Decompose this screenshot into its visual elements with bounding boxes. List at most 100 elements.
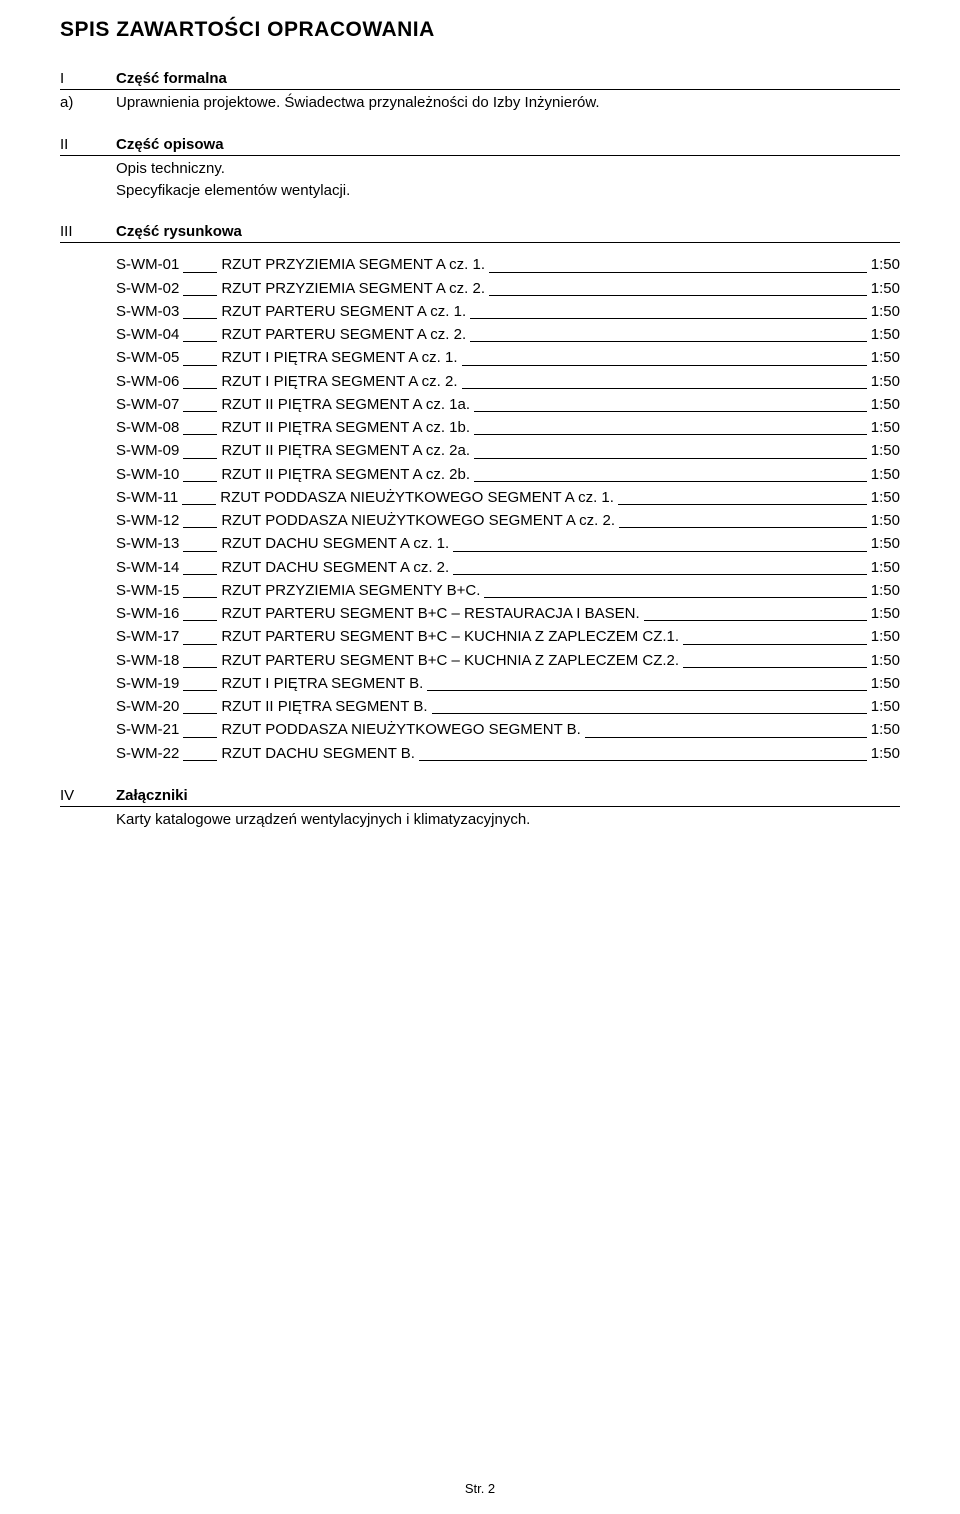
drawing-fill-line: [470, 318, 867, 319]
drawing-fill-line: [462, 388, 867, 389]
drawing-title: RZUT II PIĘTRA SEGMENT A cz. 2a.: [221, 439, 470, 462]
drawing-row: S-WM-21 RZUT PODDASZA NIEUŻYTKOWEGO SEGME…: [116, 718, 900, 741]
drawing-code: S-WM-20: [116, 695, 179, 718]
drawing-gap-line: [183, 713, 217, 714]
drawing-scale: 1:50: [871, 439, 900, 462]
section-4-label: Załączniki: [116, 787, 188, 804]
drawing-code: S-WM-07: [116, 393, 179, 416]
drawing-code: S-WM-02: [116, 277, 179, 300]
drawing-code: S-WM-21: [116, 718, 179, 741]
section-1a-letter: a): [60, 92, 116, 114]
drawing-fill-line: [419, 760, 867, 761]
drawing-scale: 1:50: [871, 416, 900, 439]
drawing-gap-line: [183, 434, 217, 435]
drawing-scale: 1:50: [871, 277, 900, 300]
section-3-header: III Część rysunkowa: [60, 223, 900, 243]
page-footer: Str. 2: [0, 1481, 960, 1496]
drawing-row: S-WM-02 RZUT PRZYZIEMIA SEGMENT A cz. 2. 1…: [116, 277, 900, 300]
drawing-title: RZUT II PIĘTRA SEGMENT A cz. 1a.: [221, 393, 470, 416]
drawing-code: S-WM-17: [116, 625, 179, 648]
drawing-row: S-WM-18RZUT PARTERU SEGMENT B+C – KUCHNI…: [116, 649, 900, 672]
drawing-row: S-WM-03RZUT PARTERU SEGMENT A cz. 1.1:50: [116, 300, 900, 323]
drawing-fill-line: [683, 644, 867, 645]
drawing-row: S-WM-16RZUT PARTERU SEGMENT B+C – RESTAU…: [116, 602, 900, 625]
section-2-label: Część opisowa: [116, 136, 224, 153]
drawing-scale: 1:50: [871, 393, 900, 416]
drawing-code: S-WM-14: [116, 556, 179, 579]
drawing-scale: 1:50: [871, 579, 900, 602]
section-2-header: II Część opisowa: [60, 136, 900, 156]
drawing-fill-line: [474, 458, 867, 459]
drawing-gap-line: [183, 527, 217, 528]
drawing-code: S-WM-11: [116, 486, 178, 509]
drawing-title: RZUT PODDASZA NIEUŻYTKOWEGO SEGMENT A cz…: [221, 509, 615, 532]
drawing-title: RZUT PARTERU SEGMENT B+C – KUCHNIA Z ZAP…: [221, 625, 679, 648]
section-2-body: Opis techniczny. Specyfikacje elementów …: [60, 158, 900, 202]
drawing-title: RZUT PRZYZIEMIA SEGMENT A cz. 2.: [221, 277, 485, 300]
drawing-gap-line: [183, 667, 217, 668]
drawing-row: S-WM-17 RZUT PARTERU SEGMENT B+C – KUCHNI…: [116, 625, 900, 648]
drawing-fill-line: [585, 737, 867, 738]
drawing-row: S-WM-09RZUT II PIĘTRA SEGMENT A cz. 2a.1…: [116, 439, 900, 462]
drawing-fill-line: [432, 713, 867, 714]
drawing-gap-line: [183, 737, 217, 738]
drawing-gap-line: [183, 318, 217, 319]
section-1-header: I Część formalna: [60, 70, 900, 90]
drawing-title: RZUT PRZYZIEMIA SEGMENTY B+C.: [221, 579, 480, 602]
drawing-gap-line: [183, 597, 217, 598]
drawing-scale: 1:50: [871, 556, 900, 579]
drawing-scale: 1:50: [871, 486, 900, 509]
drawing-scale: 1:50: [871, 323, 900, 346]
drawing-fill-line: [453, 551, 867, 552]
drawing-row: S-WM-14 RZUT DACHU SEGMENT A cz. 2. 1:50: [116, 556, 900, 579]
drawing-code: S-WM-01: [116, 253, 179, 276]
section-1-num: I: [60, 70, 116, 87]
drawing-title: RZUT PARTERU SEGMENT B+C – KUCHNIA Z ZAP…: [221, 649, 679, 672]
drawing-row: S-WM-12RZUT PODDASZA NIEUŻYTKOWEGO SEGME…: [116, 509, 900, 532]
drawing-fill-line: [489, 295, 867, 296]
drawing-title: RZUT II PIĘTRA SEGMENT B.: [221, 695, 427, 718]
drawing-fill-line: [489, 272, 867, 273]
page-title: SPIS ZAWARTOŚCI OPRACOWANIA: [60, 18, 900, 42]
section-3-num: III: [60, 223, 116, 240]
drawing-scale: 1:50: [871, 532, 900, 555]
drawing-gap-line: [183, 620, 217, 621]
drawing-code: S-WM-15: [116, 579, 179, 602]
drawing-row: S-WM-22RZUT DACHU SEGMENT B.1:50: [116, 742, 900, 765]
section-2-line2: Specyfikacje elementów wentylacji.: [116, 180, 900, 202]
section-1a-text: Uprawnienia projektowe. Świadectwa przyn…: [116, 92, 600, 114]
drawing-row: S-WM-07 RZUT II PIĘTRA SEGMENT A cz. 1a. 1…: [116, 393, 900, 416]
section-4-header: IV Załączniki: [60, 787, 900, 807]
drawing-row: S-WM-10RZUT II PIĘTRA SEGMENT A cz. 2b.1…: [116, 463, 900, 486]
drawing-gap-line: [183, 551, 217, 552]
drawings-list: S-WM-01RZUT PRZYZIEMIA SEGMENT A cz. 1.1…: [60, 253, 900, 765]
section-2-num: II: [60, 136, 116, 153]
drawing-row: S-WM-15 RZUT PRZYZIEMIA SEGMENTY B+C. 1:50: [116, 579, 900, 602]
drawing-title: RZUT PODDASZA NIEUŻYTKOWEGO SEGMENT B.: [221, 718, 581, 741]
drawing-scale: 1:50: [871, 742, 900, 765]
drawing-title: RZUT I PIĘTRA SEGMENT A cz. 2.: [221, 370, 457, 393]
drawing-gap-line: [183, 341, 217, 342]
drawing-fill-line: [618, 504, 867, 505]
drawing-scale: 1:50: [871, 625, 900, 648]
drawing-code: S-WM-10: [116, 463, 179, 486]
drawing-title: RZUT PARTERU SEGMENT A cz. 2.: [221, 323, 466, 346]
drawing-row: S-WM-19RZUT I PIĘTRA SEGMENT B.1:50: [116, 672, 900, 695]
drawing-fill-line: [470, 341, 867, 342]
drawing-title: RZUT DACHU SEGMENT A cz. 2.: [221, 556, 449, 579]
drawing-fill-line: [484, 597, 866, 598]
drawing-title: RZUT PARTERU SEGMENT A cz. 1.: [221, 300, 466, 323]
drawing-fill-line: [462, 365, 867, 366]
drawing-scale: 1:50: [871, 300, 900, 323]
drawing-scale: 1:50: [871, 346, 900, 369]
drawing-gap-line: [183, 272, 217, 273]
drawing-scale: 1:50: [871, 602, 900, 625]
drawing-gap-line: [183, 760, 217, 761]
section-4-line: Karty katalogowe urządzeń wentylacyjnych…: [116, 809, 900, 831]
drawing-fill-line: [474, 481, 867, 482]
drawing-row: S-WM-05RZUT I PIĘTRA SEGMENT A cz. 1.1:5…: [116, 346, 900, 369]
drawing-title: RZUT PODDASZA NIEUŻYTKOWEGO SEGMENT A cz…: [220, 486, 614, 509]
drawing-code: S-WM-13: [116, 532, 179, 555]
section-2-line1: Opis techniczny.: [116, 158, 900, 180]
drawing-row: S-WM-13RZUT DACHU SEGMENT A cz. 1.1:50: [116, 532, 900, 555]
